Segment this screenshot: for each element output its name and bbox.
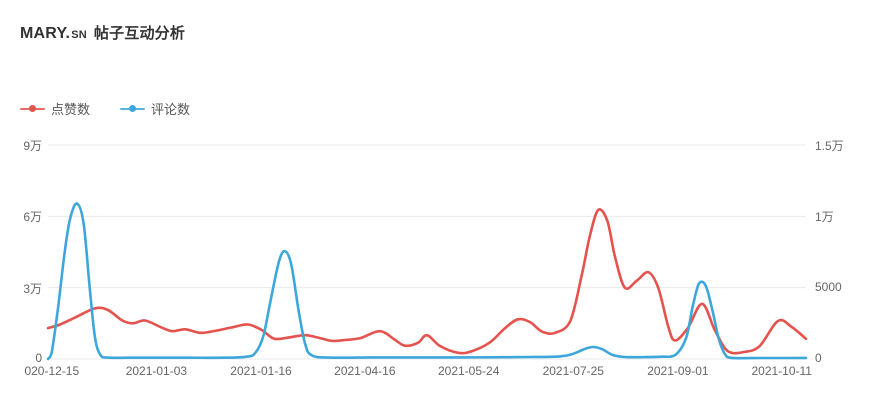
x-axis-label: 2021-05-24 bbox=[437, 364, 500, 378]
x-axis-label: 2021-01-16 bbox=[230, 364, 292, 378]
y-axis-left-label: 6万 bbox=[23, 210, 42, 225]
y-axis-right-label: 0 bbox=[815, 351, 822, 365]
x-axis-label: 2021-09-01 bbox=[647, 364, 709, 378]
x-axis-label: 2021-04-16 bbox=[334, 364, 396, 378]
x-axis-label: 2021-07-25 bbox=[542, 364, 604, 378]
likes-series-line bbox=[46, 208, 808, 355]
title-brand-suffix: SN bbox=[71, 29, 87, 41]
title-text: 帖子互动分析 bbox=[93, 25, 186, 42]
legend-item-comments[interactable]: 评论数 bbox=[120, 99, 190, 118]
y-axis-left-label: 0 bbox=[35, 351, 42, 365]
comments-line-marker-icon bbox=[120, 104, 146, 113]
likes-line-marker-icon bbox=[20, 104, 45, 113]
x-axis-label: 2021-10-11 bbox=[751, 364, 812, 378]
y-axis-right-label: 1万 bbox=[815, 210, 834, 225]
x-axis-label: 020-12-15 bbox=[24, 364, 80, 378]
y-axis-left-label: 3万 bbox=[23, 281, 42, 296]
x-axis-label: 2021-01-03 bbox=[125, 364, 188, 378]
comments-series-line bbox=[46, 202, 808, 361]
y-axis-left-label: 9万 bbox=[23, 139, 42, 153]
y-axis-right-label: 5000 bbox=[815, 279, 842, 294]
legend-item-likes[interactable]: 点赞数 bbox=[20, 99, 90, 118]
legend-label-likes: 点赞数 bbox=[51, 102, 91, 117]
title-brand: MARY. bbox=[20, 25, 71, 42]
legend-label-comments: 评论数 bbox=[151, 102, 191, 117]
y-axis-right-label: 1.5万 bbox=[815, 139, 844, 153]
page-title: MARY.SN 帖子互动分析 bbox=[20, 22, 185, 43]
chart-legend: 点赞数 评论数 bbox=[20, 99, 190, 118]
